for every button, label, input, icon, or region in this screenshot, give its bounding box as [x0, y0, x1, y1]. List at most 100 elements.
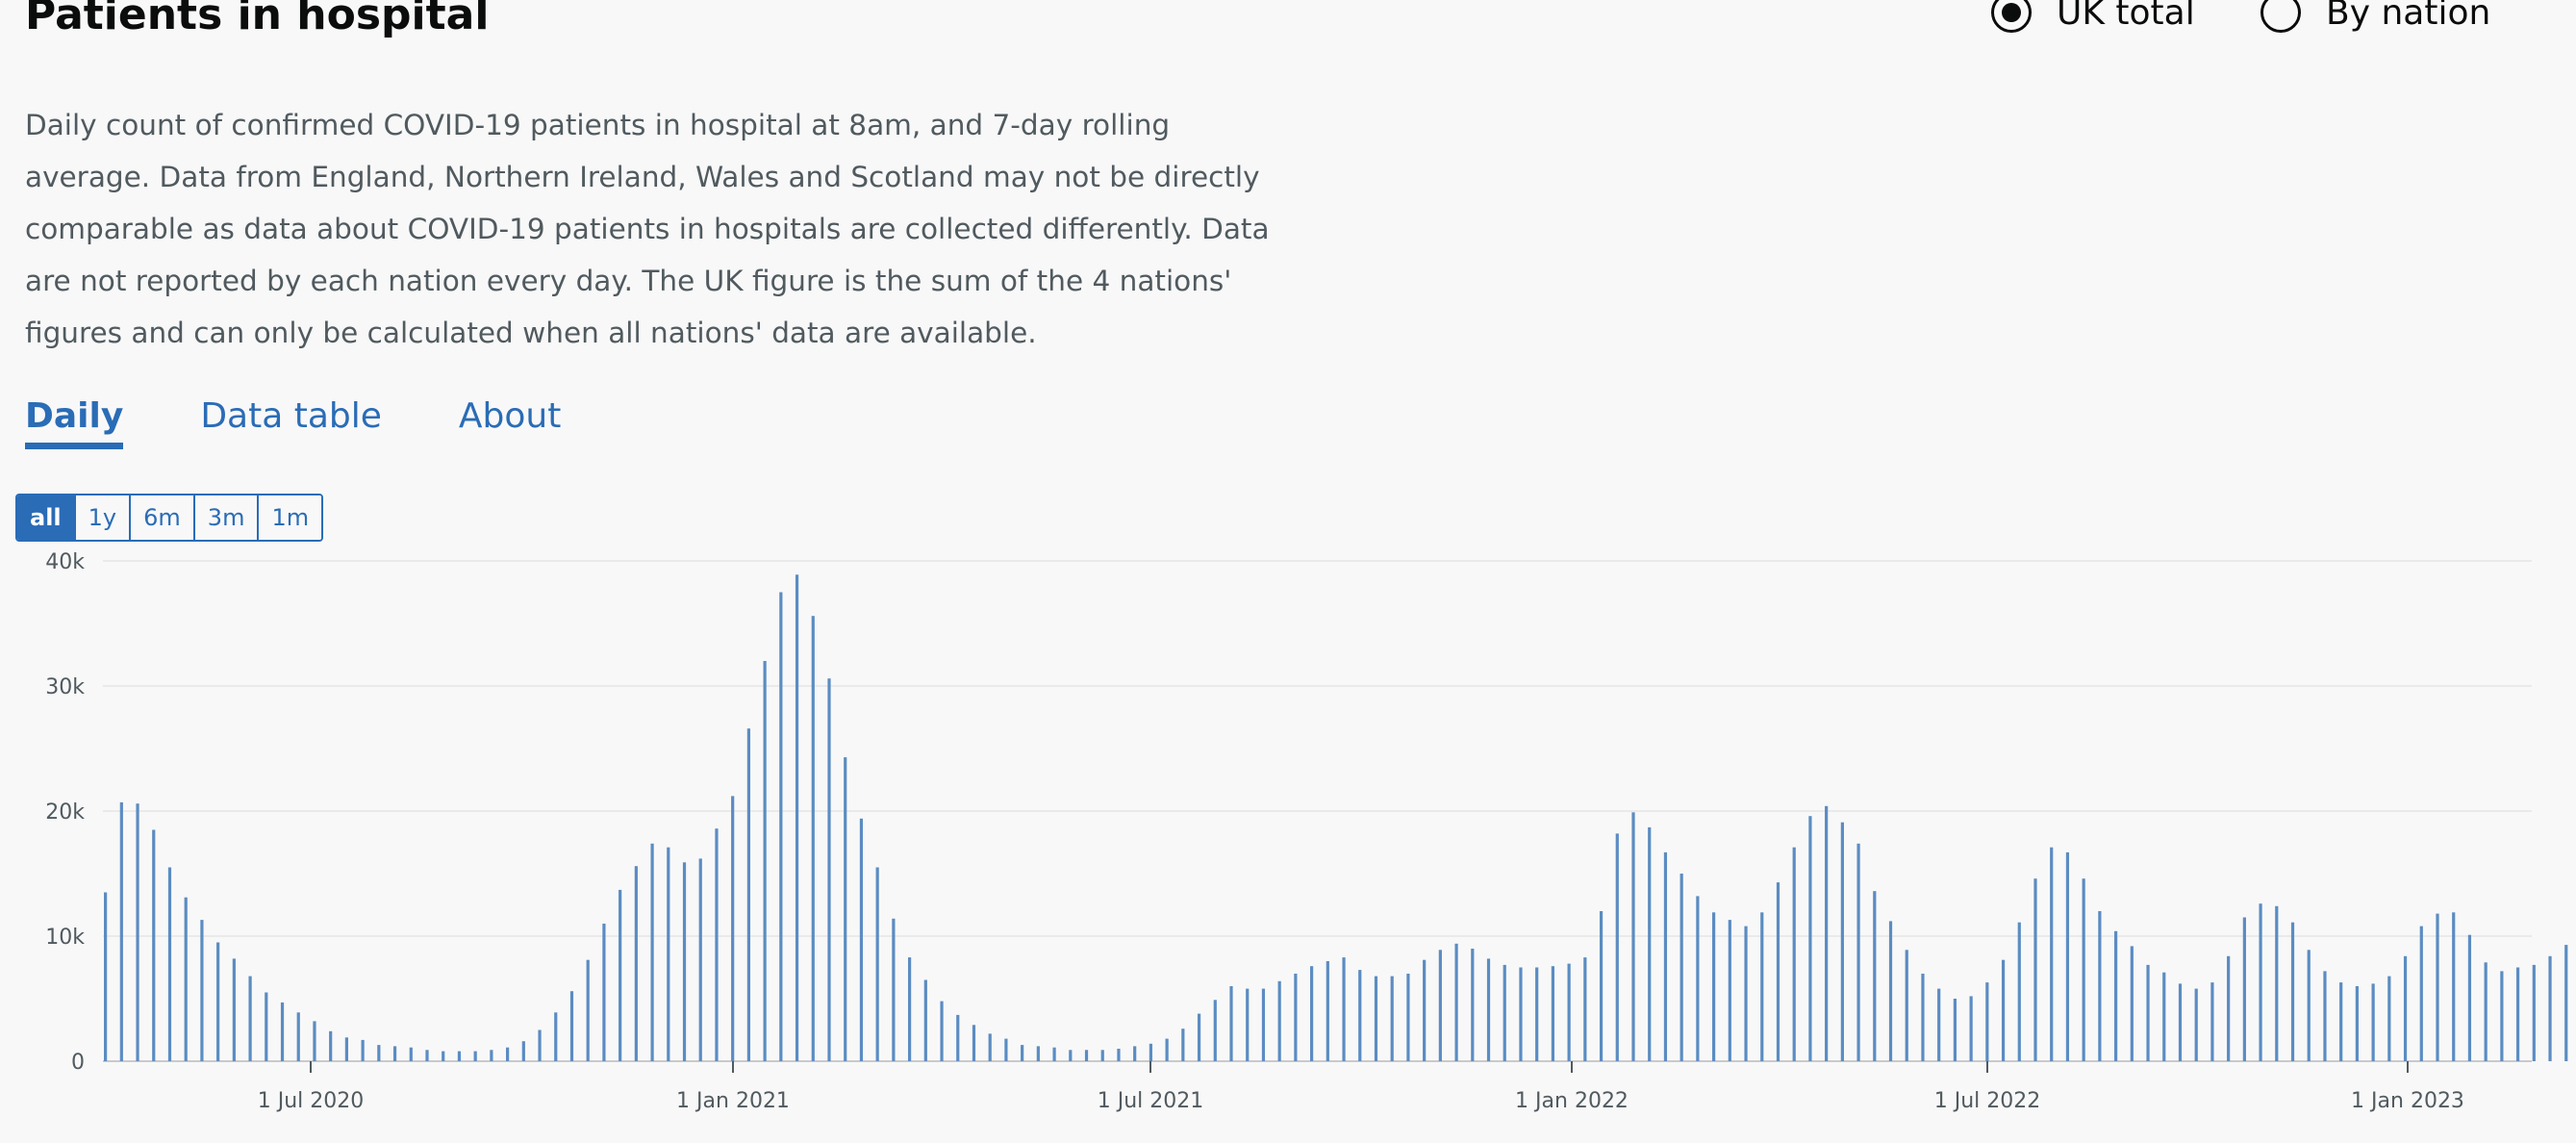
bar	[1599, 911, 1604, 1061]
bar	[1374, 976, 1378, 1061]
bar	[409, 1047, 413, 1061]
bar	[1229, 986, 1233, 1061]
bar	[1825, 805, 1829, 1061]
bar	[152, 829, 156, 1061]
bar	[344, 1037, 348, 1061]
bar	[1937, 988, 1941, 1061]
bar	[1969, 996, 1973, 1061]
bar	[1535, 967, 1539, 1061]
bar	[2500, 971, 2504, 1061]
tab-about[interactable]: About	[458, 396, 562, 436]
bar	[313, 1021, 316, 1061]
tab-data-table[interactable]: Data table	[200, 396, 382, 436]
y-tick-label: 30k	[45, 675, 85, 699]
bar	[698, 858, 702, 1061]
bar	[1261, 988, 1266, 1061]
bar	[1165, 1038, 1169, 1061]
bar	[2001, 959, 2006, 1061]
bar	[1567, 963, 1571, 1061]
bar	[2259, 903, 2262, 1061]
bar	[1133, 1046, 1137, 1061]
bar	[2017, 922, 2021, 1061]
tab-daily[interactable]: Daily	[25, 396, 124, 449]
range-3m-button[interactable]: 3m	[192, 495, 258, 540]
bar	[184, 897, 188, 1061]
radio-by-nation-label: By nation	[2326, 0, 2491, 33]
bar	[361, 1039, 365, 1061]
bar	[136, 803, 139, 1061]
bar	[554, 1012, 558, 1061]
bar	[908, 957, 912, 1061]
bar	[1503, 964, 1506, 1061]
bar	[2339, 982, 2343, 1061]
bar	[1149, 1043, 1152, 1061]
bar	[473, 1051, 477, 1061]
bar	[216, 942, 220, 1061]
bar	[1021, 1045, 1024, 1061]
bar	[2227, 955, 2231, 1061]
bar	[1100, 1050, 1104, 1061]
bar	[1342, 957, 1346, 1061]
bar	[1326, 961, 1329, 1061]
bar	[1358, 970, 1362, 1061]
bar	[1246, 988, 1250, 1061]
bar	[1197, 1013, 1201, 1061]
x-tick-label: 1 Jan 2023	[2351, 1089, 2464, 1113]
bar	[1615, 833, 1619, 1061]
bar	[602, 924, 606, 1061]
bar	[1406, 974, 1410, 1061]
bar	[442, 1051, 445, 1061]
bar	[377, 1045, 381, 1061]
bar	[1808, 816, 1812, 1061]
x-tick-label: 1 Jan 2022	[1515, 1089, 1629, 1113]
bar	[731, 796, 735, 1061]
bar	[1181, 1029, 1185, 1061]
radio-uk-total[interactable]: UK total	[1991, 0, 2195, 33]
bar	[2065, 851, 2070, 1061]
bar	[1438, 950, 1442, 1061]
radio-unchecked-icon[interactable]	[2260, 0, 2301, 33]
bar	[200, 920, 204, 1061]
range-1m-button[interactable]: 1m	[257, 495, 322, 540]
bar	[811, 616, 815, 1061]
y-tick-label: 10k	[45, 926, 85, 950]
page-title: Patients in hospital	[25, 0, 490, 39]
bar	[1648, 826, 1652, 1061]
bar	[1728, 920, 1731, 1061]
bar	[1856, 843, 1860, 1061]
range-all-button[interactable]: all	[17, 495, 74, 540]
range-1y-button[interactable]: 1y	[73, 495, 130, 540]
bar	[2130, 946, 2134, 1061]
bar	[392, 1046, 397, 1061]
bar	[859, 818, 864, 1061]
bar	[119, 801, 123, 1061]
x-tick-label: 1 Jul 2021	[1098, 1089, 1204, 1113]
bar	[265, 992, 268, 1061]
bar	[634, 866, 638, 1061]
bar	[2355, 986, 2359, 1061]
bar	[1117, 1049, 1121, 1061]
bar	[2114, 930, 2118, 1061]
bar	[1712, 912, 1716, 1061]
bar	[988, 1033, 992, 1061]
bar	[2484, 962, 2488, 1061]
bar	[2275, 905, 2279, 1061]
bar	[167, 867, 172, 1061]
bar	[2082, 878, 2085, 1061]
bar	[1310, 966, 1314, 1061]
bar	[2194, 988, 2198, 1061]
hospital-patients-bar-chart: 0 10k 20k 30k 40k 1 Jul 2020 1 Jan 2021 1 Jul 2…	[45, 550, 2568, 1113]
bar	[2452, 912, 2456, 1061]
bar	[457, 1051, 462, 1061]
chart-description: Daily count of confirmed COVID-19 patien…	[25, 109, 1270, 349]
radio-by-nation[interactable]: By nation	[2260, 0, 2490, 33]
bar	[248, 976, 252, 1061]
bar	[2323, 971, 2327, 1061]
radio-checked-icon[interactable]	[1991, 0, 2032, 33]
range-6m-button[interactable]: 6m	[129, 495, 193, 540]
bar	[1873, 891, 1877, 1061]
bar	[1679, 874, 1683, 1061]
bar	[1631, 812, 1635, 1061]
time-range-selector: all 1y 6m 3m 1m	[15, 494, 324, 542]
bar	[956, 1014, 960, 1061]
